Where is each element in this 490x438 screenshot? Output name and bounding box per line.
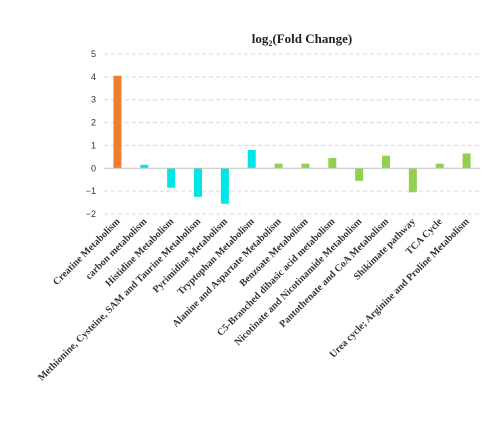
y-tick-label: 5 [91,49,96,59]
y-tick-label: −1 [86,186,96,196]
gridlines [104,53,480,215]
y-tick-label: 1 [91,140,96,150]
y-tick-label: 2 [91,118,96,128]
bar [247,150,256,169]
bar [194,168,202,197]
bar [220,168,229,204]
bar [355,168,364,181]
y-axis-ticks: 5 4 3 2 1 0 −1 −2 [86,49,96,219]
bar [435,163,444,169]
y-tick-label: 4 [91,72,96,82]
bar [462,153,471,169]
y-tick-label: −2 [86,209,96,219]
bar [140,164,149,169]
bar [167,168,176,188]
bar [301,163,310,169]
chart-title-suffix: (Fold Change) [272,31,352,46]
bar [274,163,283,169]
chart-title-prefix: log [252,31,269,46]
bar [382,155,390,169]
bars [113,75,471,204]
bar [408,168,417,193]
chart-title-subscript: 2 [268,39,272,48]
y-tick-label: 3 [91,95,96,105]
bar [113,75,122,169]
y-tick-label: 0 [91,163,96,173]
chart-title: log2(Fold Change) [252,31,352,48]
bar [328,158,337,169]
